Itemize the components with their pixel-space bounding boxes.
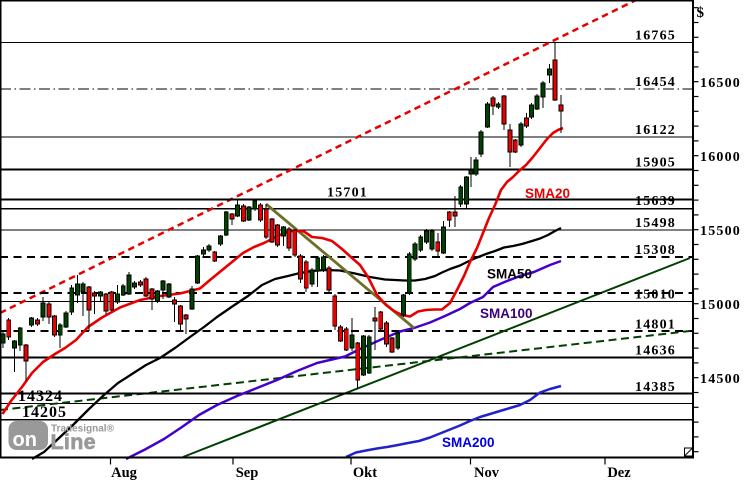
- svg-text:on: on: [13, 429, 37, 451]
- svg-text:15701: 15701: [327, 186, 368, 201]
- svg-text:16000: 16000: [700, 150, 741, 165]
- svg-text:15905: 15905: [635, 156, 676, 171]
- svg-text:15000: 15000: [700, 298, 741, 313]
- svg-text:Line: Line: [51, 430, 96, 454]
- svg-text:SMA20: SMA20: [525, 186, 570, 201]
- svg-text:Sep: Sep: [236, 465, 259, 480]
- svg-text:14385: 14385: [635, 380, 676, 395]
- svg-text:14205: 14205: [22, 404, 67, 421]
- svg-text:16500: 16500: [700, 76, 741, 91]
- svg-text:Okt: Okt: [353, 465, 377, 480]
- svg-text:15308: 15308: [635, 243, 676, 258]
- svg-text:Aug: Aug: [111, 465, 138, 480]
- svg-text:15498: 15498: [635, 216, 676, 231]
- svg-text:SMA100: SMA100: [480, 306, 533, 321]
- svg-text:14500: 14500: [700, 372, 741, 387]
- svg-text:SMA50: SMA50: [487, 267, 532, 282]
- svg-text:14324: 14324: [18, 388, 63, 405]
- svg-text:15500: 15500: [700, 224, 741, 239]
- svg-text:SMA200: SMA200: [442, 435, 495, 450]
- svg-text:$: $: [697, 5, 705, 21]
- svg-text:Nov: Nov: [474, 465, 500, 480]
- svg-text:Dez: Dez: [607, 465, 631, 480]
- svg-text:16122: 16122: [635, 123, 676, 138]
- svg-text:15639: 15639: [635, 194, 676, 209]
- svg-text:16765: 16765: [635, 29, 676, 44]
- svg-text:14636: 14636: [635, 344, 676, 359]
- svg-text:Tradesignal®: Tradesignal®: [51, 424, 115, 435]
- svg-text:15010: 15010: [635, 288, 676, 303]
- svg-text:16454: 16454: [635, 75, 676, 90]
- svg-text:14801: 14801: [635, 318, 676, 333]
